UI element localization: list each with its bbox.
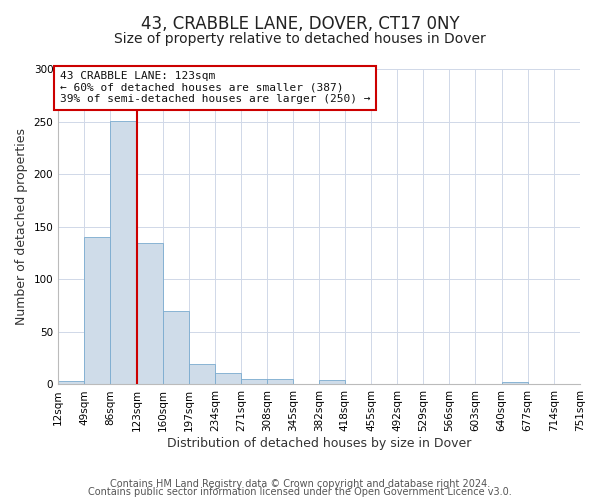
Bar <box>267 379 293 384</box>
Bar <box>502 382 528 384</box>
Text: Contains public sector information licensed under the Open Government Licence v3: Contains public sector information licen… <box>88 487 512 497</box>
Bar <box>215 373 241 384</box>
Bar <box>110 120 137 384</box>
Bar <box>84 237 110 384</box>
Text: 43 CRABBLE LANE: 123sqm
← 60% of detached houses are smaller (387)
39% of semi-d: 43 CRABBLE LANE: 123sqm ← 60% of detache… <box>59 71 370 104</box>
Bar <box>58 382 84 384</box>
Bar <box>241 379 267 384</box>
Y-axis label: Number of detached properties: Number of detached properties <box>15 128 28 325</box>
Bar <box>319 380 345 384</box>
Bar <box>163 311 189 384</box>
X-axis label: Distribution of detached houses by size in Dover: Distribution of detached houses by size … <box>167 437 471 450</box>
Bar <box>137 242 163 384</box>
Text: Size of property relative to detached houses in Dover: Size of property relative to detached ho… <box>114 32 486 46</box>
Text: 43, CRABBLE LANE, DOVER, CT17 0NY: 43, CRABBLE LANE, DOVER, CT17 0NY <box>140 15 460 33</box>
Text: Contains HM Land Registry data © Crown copyright and database right 2024.: Contains HM Land Registry data © Crown c… <box>110 479 490 489</box>
Bar <box>189 364 215 384</box>
